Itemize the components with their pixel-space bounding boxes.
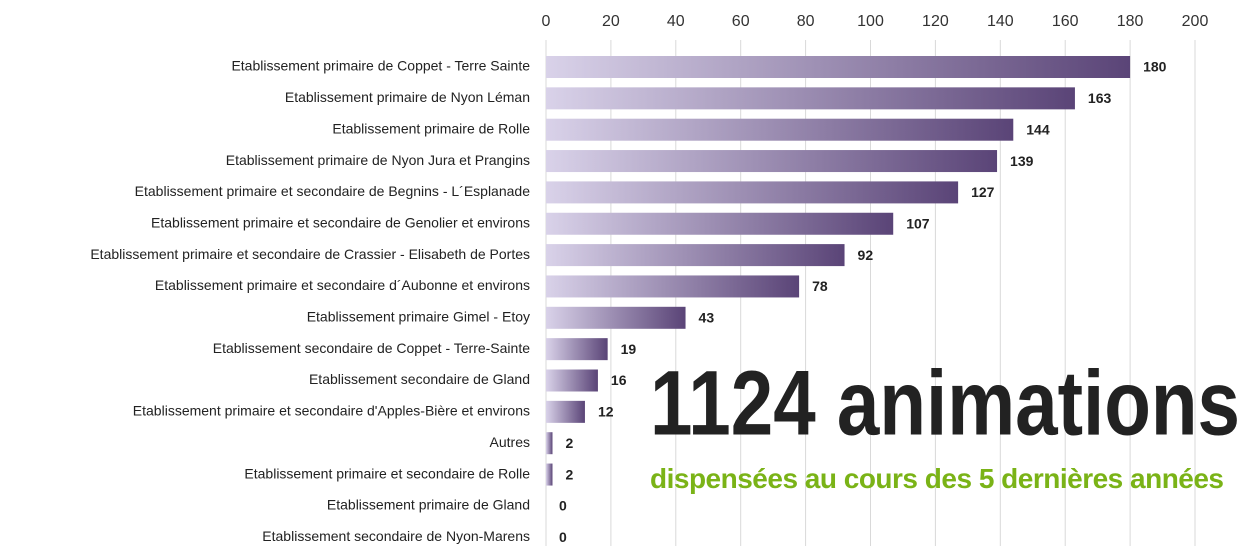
x-tick-label: 160 (1052, 13, 1079, 30)
y-tick-label: Etablissement primaire et secondaire de … (244, 465, 530, 481)
value-label: 139 (1010, 153, 1034, 169)
x-tick-label: 20 (602, 13, 620, 30)
bar (546, 275, 800, 298)
x-tick-label: 80 (797, 13, 815, 30)
y-tick-label: Etablissement primaire et secondaire de … (135, 183, 531, 199)
bar (546, 400, 585, 423)
x-tick-label: 200 (1182, 13, 1209, 30)
bar (546, 181, 959, 204)
y-tick-label: Etablissement primaire de Nyon Jura et P… (226, 152, 530, 168)
y-tick-label: Etablissement primaire de Rolle (332, 120, 530, 136)
y-tick-label: Etablissement primaire de Coppet - Terre… (231, 58, 530, 74)
value-label: 43 (699, 310, 715, 326)
bar (546, 306, 686, 329)
y-tick-label: Etablissement primaire de Gland (327, 497, 530, 513)
x-tick-label: 0 (542, 13, 551, 30)
y-tick-label: Etablissement secondaire de Nyon-Marens (262, 528, 530, 544)
value-label: 2 (565, 466, 573, 482)
bar (546, 244, 845, 267)
x-tick-label: 100 (857, 13, 884, 30)
value-label: 107 (906, 215, 930, 231)
x-tick-label: 40 (667, 13, 685, 30)
bar (546, 118, 1014, 141)
value-label: 163 (1088, 90, 1112, 106)
x-tick-label: 140 (987, 13, 1014, 30)
value-label: 144 (1026, 121, 1050, 137)
value-label: 12 (598, 404, 614, 420)
y-tick-label: Autres (490, 434, 530, 450)
value-label: 16 (611, 372, 627, 388)
bar (546, 463, 553, 486)
annotation-sub: dispensées au cours des 5 dernières anné… (650, 463, 1224, 494)
x-tick-label: 60 (732, 13, 750, 30)
bar (546, 150, 998, 173)
bar (546, 212, 894, 235)
bar (546, 432, 553, 455)
annotation: 1124 animations (650, 352, 1240, 454)
value-label: 127 (971, 184, 995, 200)
y-tick-label: Etablissement primaire et secondaire de … (90, 246, 530, 262)
bar (546, 369, 598, 392)
value-label: 19 (621, 341, 637, 357)
value-label: 180 (1143, 59, 1167, 75)
value-label: 2 (565, 435, 573, 451)
y-tick-label: Etablissement secondaire de Coppet - Ter… (213, 340, 530, 356)
value-label: 0 (559, 529, 567, 545)
y-tick-label: Etablissement primaire de Nyon Léman (285, 89, 530, 105)
x-tick-label: 180 (1117, 13, 1144, 30)
y-tick-label: Etablissement primaire et secondaire d'A… (133, 403, 530, 419)
bar (546, 338, 608, 361)
y-tick-label: Etablissement secondaire de Gland (309, 371, 530, 387)
x-tick-label: 120 (922, 13, 949, 30)
value-label: 92 (858, 247, 874, 263)
y-tick-label: Etablissement primaire et secondaire d´A… (155, 277, 530, 293)
y-tick-label: Etablissement primaire et secondaire de … (151, 214, 530, 230)
bar (546, 56, 1131, 78)
y-tick-label: Etablissement primaire Gimel - Etoy (307, 309, 530, 325)
bar (546, 87, 1075, 110)
value-label: 0 (559, 498, 567, 514)
value-label: 78 (812, 278, 828, 294)
